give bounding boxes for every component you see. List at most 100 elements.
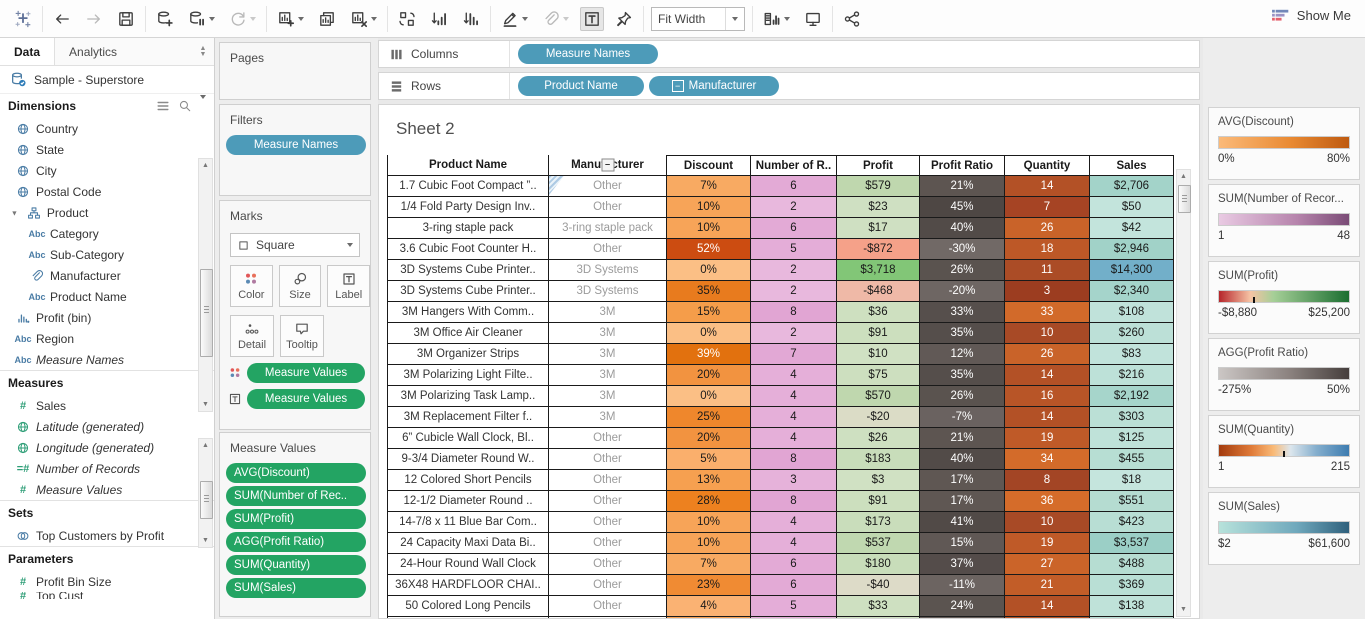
measure-values-pill[interactable]: SUM(Profit) xyxy=(226,509,366,529)
measure-cell[interactable]: $303 xyxy=(1090,407,1174,427)
measure-cell[interactable]: $423 xyxy=(1090,512,1174,532)
measure-cell[interactable]: 23% xyxy=(667,575,751,595)
show-hide-cards-button[interactable] xyxy=(760,7,793,31)
manufacturer-cell[interactable]: 3D Systems xyxy=(549,281,667,301)
measure-cell[interactable]: 40% xyxy=(920,449,1005,469)
save-button[interactable] xyxy=(114,7,138,31)
dimension-item-city[interactable]: City xyxy=(0,160,214,181)
manufacturer-cell[interactable]: Other xyxy=(549,575,667,595)
measure-cell[interactable]: 19 xyxy=(1005,533,1090,553)
swap-rows-columns-button[interactable] xyxy=(395,7,419,31)
measure-cell[interactable]: 20% xyxy=(667,365,751,385)
dimension-item-category[interactable]: Abc Category xyxy=(0,223,214,244)
new-data-source-button[interactable] xyxy=(153,7,177,31)
presentation-mode-button[interactable] xyxy=(801,7,825,31)
product-name-cell[interactable]: 3M Polarizing Task Lamp.. xyxy=(388,386,549,406)
measure-cell[interactable]: 2 xyxy=(751,323,837,343)
measure-cell[interactable]: 25% xyxy=(667,407,751,427)
collapse-hierarchy-icon[interactable]: − xyxy=(671,80,684,92)
rows-shelf[interactable]: Rows Product Name − Manufacturer xyxy=(378,72,1200,100)
legend-card[interactable]: SUM(Sales) $2 $61,600 xyxy=(1208,492,1360,565)
measure-cell[interactable]: -$872 xyxy=(837,239,920,259)
dimension-item-profit-bin-[interactable]: Profit (bin) xyxy=(0,307,214,328)
measure-cell[interactable]: 21% xyxy=(920,176,1005,196)
measure-cell[interactable]: 36 xyxy=(1005,491,1090,511)
filter-pill[interactable]: Measure Names xyxy=(226,135,366,155)
column-header[interactable]: Sales xyxy=(1090,155,1174,176)
measure-cell[interactable]: $2,192 xyxy=(1090,386,1174,406)
manufacturer-cell[interactable]: Other xyxy=(549,512,667,532)
product-name-cell[interactable]: 6” Cubicle Wall Clock, Bl.. xyxy=(388,428,549,448)
measure-cell[interactable]: 3 xyxy=(751,470,837,490)
pages-card[interactable]: Pages xyxy=(219,42,371,100)
product-name-cell[interactable]: 3.6 Cubic Foot Counter H.. xyxy=(388,239,549,259)
dimension-item-state[interactable]: State xyxy=(0,139,214,160)
datasource-item[interactable]: Sample - Superstore xyxy=(0,66,214,94)
marks-measure-values-pill[interactable]: Measure Values xyxy=(247,363,365,383)
measure-cell[interactable]: 14 xyxy=(1005,176,1090,196)
measure-cell[interactable]: 16 xyxy=(1005,617,1090,618)
measure-cell[interactable]: 10% xyxy=(667,512,751,532)
table-scrollbar[interactable]: ▲ ▼ xyxy=(1176,169,1191,617)
product-name-cell[interactable]: 3D Systems Cube Printer.. xyxy=(388,260,549,280)
rows-pill[interactable]: Product Name xyxy=(518,76,644,96)
measure-cell[interactable]: 0% xyxy=(667,323,751,343)
measure-cell[interactable]: 2 xyxy=(751,197,837,217)
product-name-cell[interactable]: 3D Systems Cube Printer.. xyxy=(388,281,549,301)
duplicate-button[interactable] xyxy=(315,7,339,31)
measure-cell[interactable]: 13% xyxy=(667,470,751,490)
measure-cell[interactable]: 52% xyxy=(667,239,751,259)
measure-cell[interactable]: 18 xyxy=(1005,239,1090,259)
measure-cell[interactable]: 16 xyxy=(1005,386,1090,406)
manufacturer-cell[interactable]: Other xyxy=(549,596,667,616)
measure-cell[interactable]: -30% xyxy=(920,239,1005,259)
measure-cell[interactable]: 14 xyxy=(1005,365,1090,385)
pane-menu-caret-icon[interactable] xyxy=(200,95,206,113)
measure-item-measure-values[interactable]: # Measure Values xyxy=(0,479,214,500)
measure-cell[interactable]: 4 xyxy=(751,512,837,532)
clear-sheet-button[interactable] xyxy=(347,7,380,31)
measure-cell[interactable]: 4 xyxy=(751,533,837,553)
measure-values-pill[interactable]: SUM(Sales) xyxy=(226,578,366,598)
marks-tooltip-button[interactable]: Tooltip xyxy=(280,315,324,357)
dimension-item-product-name[interactable]: Abc Product Name xyxy=(0,286,214,307)
manufacturer-cell[interactable]: Other xyxy=(549,470,667,490)
measure-cell[interactable]: $579 xyxy=(837,176,920,196)
show-mark-labels-button[interactable] xyxy=(580,6,604,31)
measure-cell[interactable]: 15% xyxy=(667,302,751,322)
group-members-button[interactable] xyxy=(539,7,572,31)
measure-cell[interactable]: 34 xyxy=(1005,449,1090,469)
measure-cell[interactable]: $3 xyxy=(837,470,920,490)
columns-pill[interactable]: Measure Names xyxy=(518,44,658,64)
manufacturer-cell[interactable]: 3M xyxy=(549,323,667,343)
measure-cell[interactable]: $2,946 xyxy=(1090,239,1174,259)
product-name-cell[interactable]: 24-Hour Round Wall Clock xyxy=(388,554,549,574)
column-header[interactable]: Quantity xyxy=(1005,155,1090,176)
measure-cell[interactable]: $488 xyxy=(1090,554,1174,574)
measure-cell[interactable]: $83 xyxy=(1090,344,1174,364)
product-name-cell[interactable]: 1/4 Fold Party Design Inv.. xyxy=(388,197,549,217)
measure-cell[interactable]: 21% xyxy=(920,428,1005,448)
measure-cell[interactable]: 28% xyxy=(667,491,751,511)
legend-card[interactable]: SUM(Profit) -$8,880 $25,200 xyxy=(1208,261,1360,334)
measure-cell[interactable]: $108 xyxy=(1090,302,1174,322)
measure-cell[interactable]: $173 xyxy=(837,512,920,532)
measure-cell[interactable]: 20% xyxy=(667,428,751,448)
measure-cell[interactable]: 0% xyxy=(667,386,751,406)
measure-cell[interactable]: 6% xyxy=(920,617,1005,618)
measure-cell[interactable]: $21 xyxy=(837,617,920,618)
measure-cell[interactable]: $216 xyxy=(1090,365,1174,385)
measure-cell[interactable]: 21 xyxy=(1005,575,1090,595)
marks-measure-values-pill[interactable]: Measure Values xyxy=(247,389,365,409)
share-button[interactable] xyxy=(840,7,864,31)
product-name-cell[interactable]: 12-1/2 Diameter Round .. xyxy=(388,491,549,511)
highlight-button[interactable] xyxy=(498,7,531,31)
tab-data[interactable]: Data xyxy=(0,38,56,65)
measure-cell[interactable]: 2 xyxy=(751,281,837,301)
measure-cell[interactable]: $91 xyxy=(837,491,920,511)
measure-cell[interactable]: $345 xyxy=(1090,617,1174,618)
measure-cell[interactable]: 3 xyxy=(1005,281,1090,301)
measure-cell[interactable]: 8 xyxy=(751,449,837,469)
tableau-logo-button[interactable] xyxy=(11,7,35,31)
fix-axes-button[interactable] xyxy=(612,7,636,31)
